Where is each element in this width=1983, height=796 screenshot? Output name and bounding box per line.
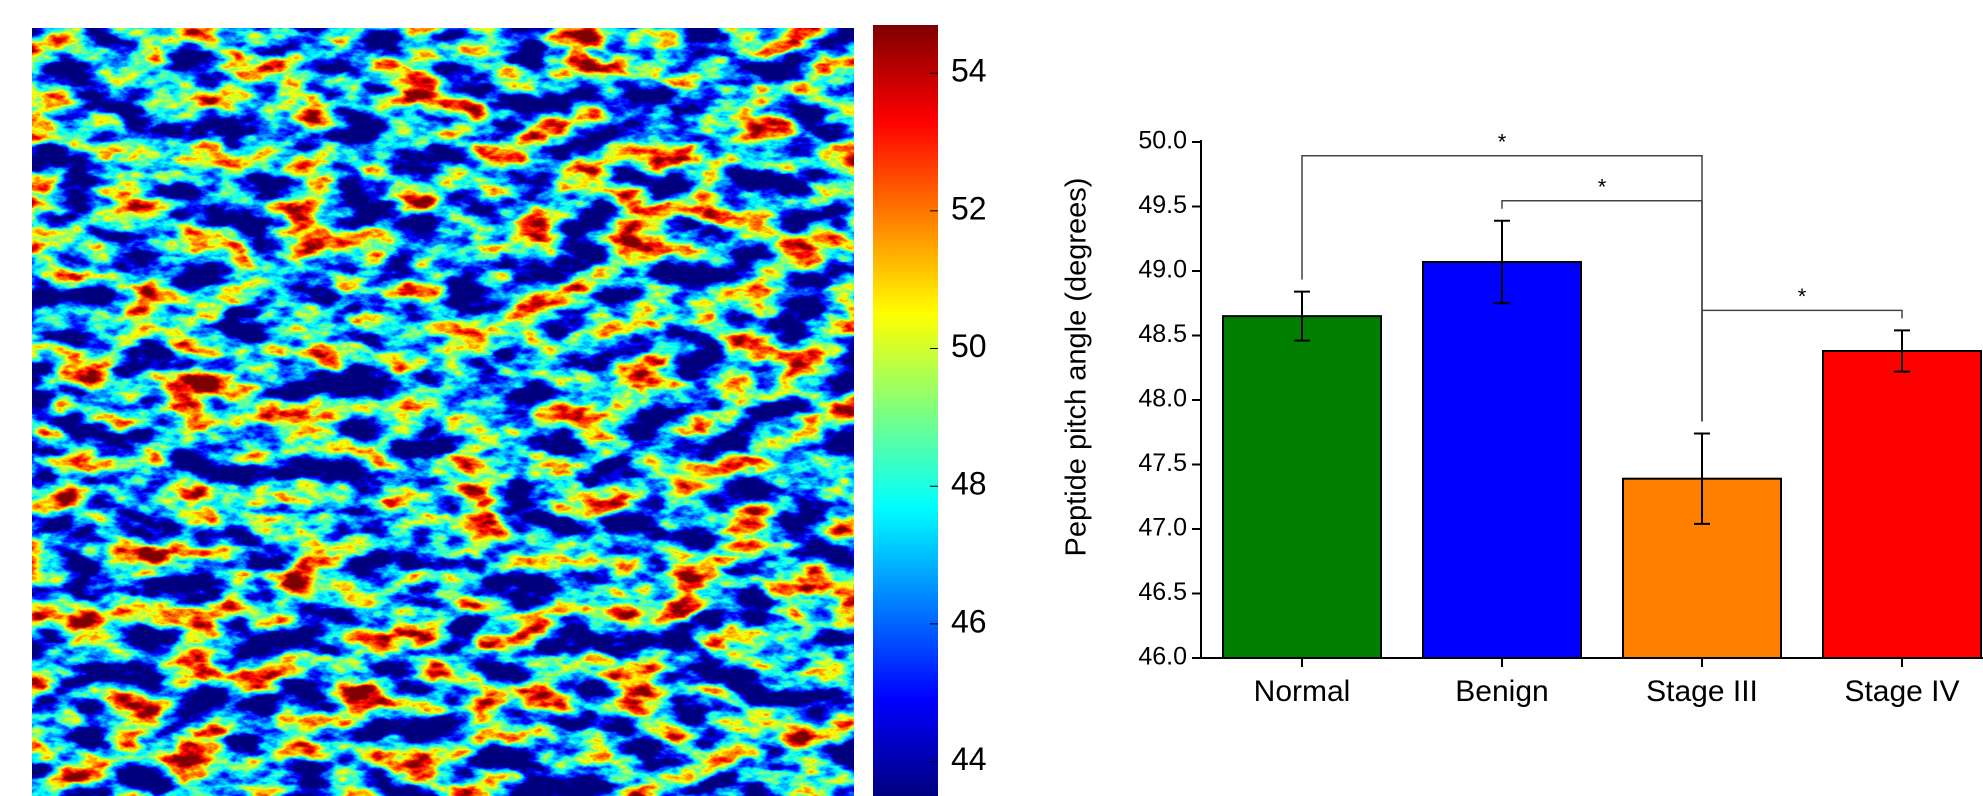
y-tick-label: 47.0 [1138, 514, 1187, 542]
heatmap-image [32, 28, 854, 796]
y-tick-label: 48.5 [1138, 320, 1187, 348]
x-tick-label: Benign [1455, 675, 1548, 708]
colorbar-tick-label: 52 [951, 190, 987, 226]
significance-label: * [1798, 284, 1807, 309]
bar [1822, 349, 1982, 659]
colorbar-tick-label: 48 [951, 466, 987, 502]
y-tick-label: 49.5 [1138, 191, 1187, 219]
colorbar-tick-label: 44 [951, 741, 987, 777]
y-tick-label: 49.0 [1138, 256, 1187, 284]
y-tick-label: 50.0 [1138, 127, 1187, 155]
y-axis-label: Peptide pitch angle (degrees) [1061, 178, 1093, 557]
colorbar [873, 25, 938, 796]
bar [1222, 315, 1382, 659]
error-bar [1894, 329, 1910, 373]
error-bar [1294, 290, 1310, 342]
y-tick-label: 46.0 [1138, 643, 1187, 671]
x-tick-label: Stage IV [1844, 675, 1959, 708]
significance-bracket [1701, 309, 1903, 422]
colorbar-tick-label: 54 [951, 53, 987, 89]
colorbar-tick-label: 50 [951, 328, 987, 364]
x-tick-label: Normal [1254, 675, 1351, 708]
x-tick-label: Stage III [1646, 675, 1758, 708]
significance-label: * [1598, 175, 1607, 200]
y-tick-label: 48.0 [1138, 385, 1187, 413]
error-bar [1494, 219, 1510, 305]
bar [1422, 260, 1582, 659]
significance-label: * [1498, 130, 1507, 155]
colorbar-tick-label: 46 [951, 603, 987, 639]
y-tick-label: 47.5 [1138, 449, 1187, 477]
error-bar [1694, 432, 1710, 525]
y-tick-label: 46.5 [1138, 578, 1187, 606]
